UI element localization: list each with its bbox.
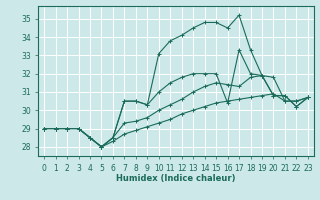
- X-axis label: Humidex (Indice chaleur): Humidex (Indice chaleur): [116, 174, 236, 183]
